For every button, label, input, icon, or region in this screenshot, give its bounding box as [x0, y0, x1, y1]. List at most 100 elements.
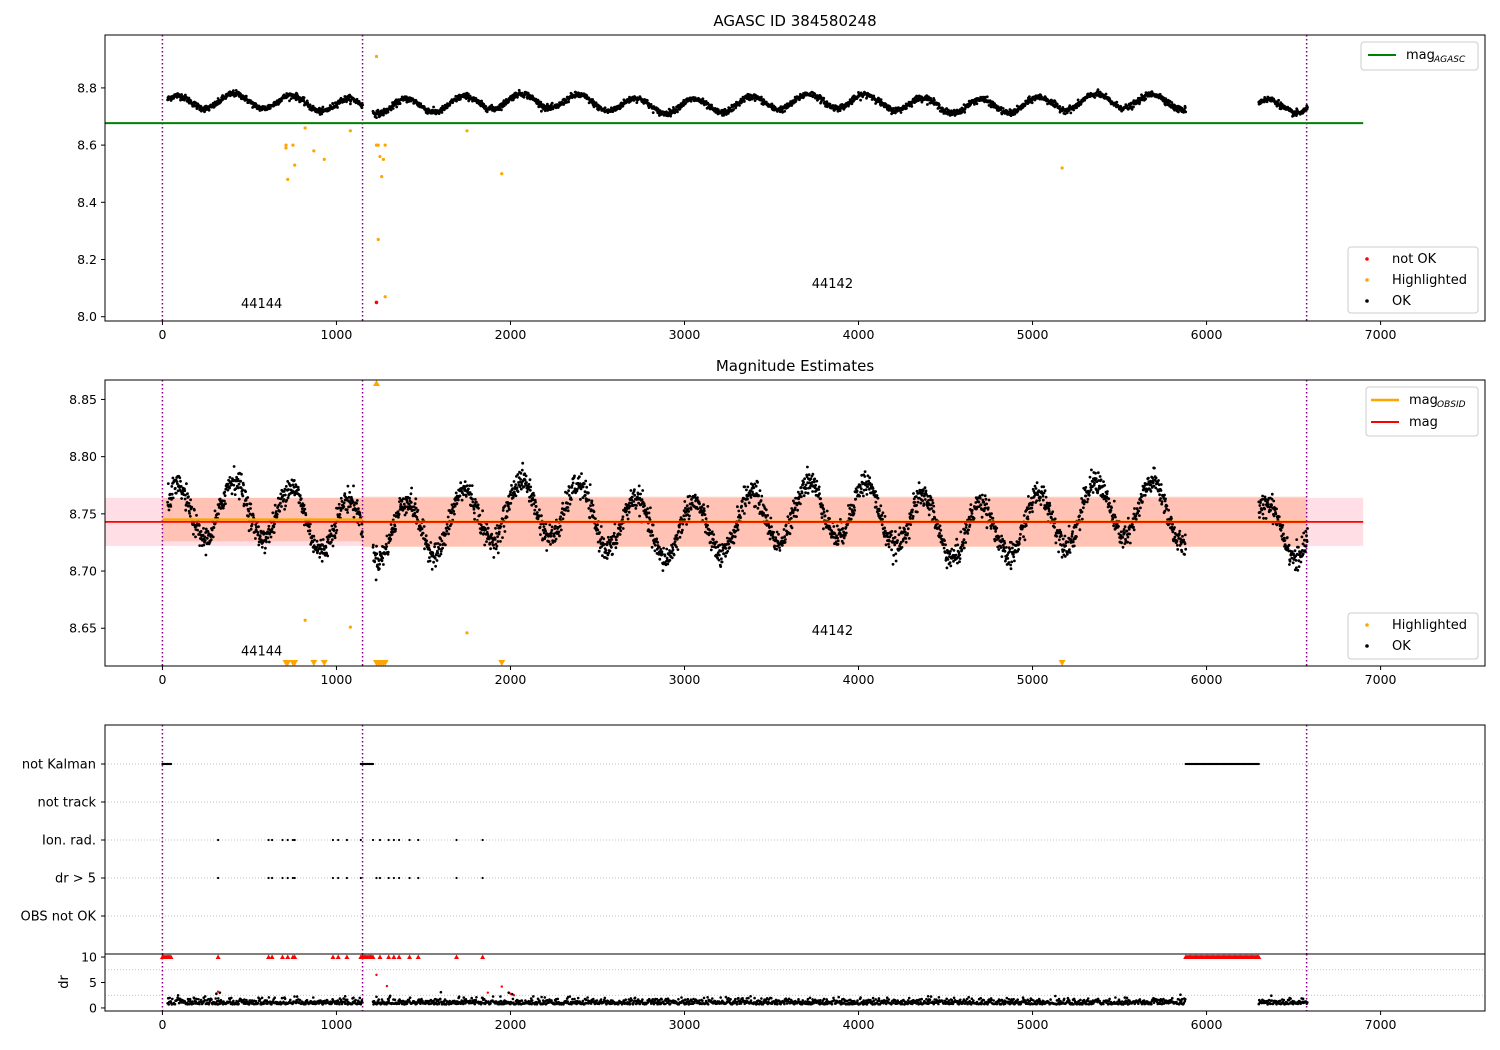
ok-point: [534, 500, 537, 504]
ok-point: [771, 535, 775, 539]
ok-point: [420, 527, 424, 531]
ok-point: [210, 528, 214, 532]
panel-agasc-title: AGASC ID 384580248: [713, 12, 876, 30]
ok-point: [234, 487, 238, 490]
ok-point: [717, 558, 721, 562]
ok-point: [804, 491, 807, 495]
ok-point: [529, 485, 533, 489]
ok-point: [345, 508, 349, 512]
ok-point: [468, 94, 472, 98]
ok-point: [562, 513, 566, 516]
ok-point: [821, 504, 825, 507]
ok-point: [734, 106, 738, 110]
ok-point: [683, 518, 686, 521]
ok-point: [578, 475, 581, 479]
ok-point: [484, 105, 488, 108]
ok-point: [708, 528, 711, 532]
ok-point: [809, 477, 813, 481]
legend-ok-label: OK: [1392, 294, 1411, 309]
ok-point: [666, 562, 670, 566]
ok-point: [241, 494, 245, 498]
ok-point: [1065, 111, 1069, 115]
ok-point: [440, 111, 444, 114]
ok-point: [669, 114, 672, 118]
ok-point: [573, 474, 576, 478]
ok-point: [570, 498, 573, 501]
highlighted-point: [348, 129, 352, 133]
ok-point: [785, 102, 789, 106]
ok-point: [1170, 101, 1174, 104]
ok-point: [232, 465, 236, 468]
ok-point: [548, 523, 552, 527]
ok-point: [458, 494, 462, 498]
ok-point: [477, 506, 480, 510]
ok-point: [608, 549, 612, 553]
ok-point: [894, 111, 897, 115]
ok-point: [676, 537, 679, 540]
ok-point: [240, 472, 243, 476]
ok-point: [279, 501, 282, 505]
ok-point: [516, 473, 520, 476]
ok-point: [386, 550, 390, 554]
ok-point: [319, 538, 323, 542]
ok-point: [526, 91, 530, 95]
ok-point: [452, 510, 456, 513]
ok-point: [696, 496, 699, 499]
ok-point: [747, 501, 751, 505]
ok-point: [358, 511, 362, 515]
ok-point: [675, 533, 679, 537]
legend-highlighted-label: Highlighted: [1392, 273, 1467, 288]
ok-point: [511, 487, 514, 491]
ok-point: [459, 481, 463, 485]
ok-point: [501, 509, 505, 512]
ok-point: [358, 513, 362, 517]
ok-point: [685, 523, 688, 526]
ok-point: [550, 528, 554, 532]
ok-point: [615, 541, 619, 545]
ok-point: [328, 529, 332, 533]
ok-point: [651, 111, 655, 114]
ok-point: [299, 497, 303, 501]
highlighted-point: [284, 143, 288, 147]
ok-point: [813, 93, 817, 97]
ok-point: [678, 535, 682, 539]
ok-point: [1164, 103, 1167, 107]
ok-point: [865, 96, 868, 100]
ok-point: [693, 493, 697, 497]
ok-point: [440, 539, 444, 543]
ok-point: [187, 96, 191, 100]
ok-point: [405, 511, 408, 515]
legend-agasc: mag AGASC: [1360, 41, 1479, 71]
x-tick-label: 2000: [495, 327, 527, 342]
ok-point: [743, 485, 747, 489]
ok-point: [394, 527, 397, 531]
ok-point: [205, 536, 209, 540]
ok-point: [724, 547, 728, 550]
ok-point: [188, 512, 192, 515]
x-tick-label: 6000: [1191, 327, 1223, 342]
ok-point: [198, 544, 202, 547]
ok-point: [564, 508, 568, 512]
ok-point: [245, 502, 249, 506]
ok-point: [722, 113, 726, 117]
ok-point: [783, 540, 787, 544]
ok-point: [709, 540, 712, 544]
ok-point: [963, 110, 967, 114]
ok-point: [510, 484, 513, 487]
ok-point: [1003, 112, 1007, 115]
ok-point: [289, 484, 292, 488]
ok-point: [271, 511, 275, 515]
highlighted-point: [378, 154, 382, 159]
ok-point: [736, 523, 740, 527]
ok-point: [282, 498, 286, 501]
ok-point: [519, 487, 523, 491]
ok-point: [780, 544, 784, 547]
ok-point: [473, 517, 476, 521]
ok-point: [740, 504, 743, 508]
ok-point: [621, 518, 624, 521]
ok-point: [1021, 105, 1025, 109]
ok-point: [547, 540, 551, 544]
ok-point: [247, 514, 250, 518]
ok-point: [318, 555, 322, 559]
ok-point: [284, 504, 287, 508]
